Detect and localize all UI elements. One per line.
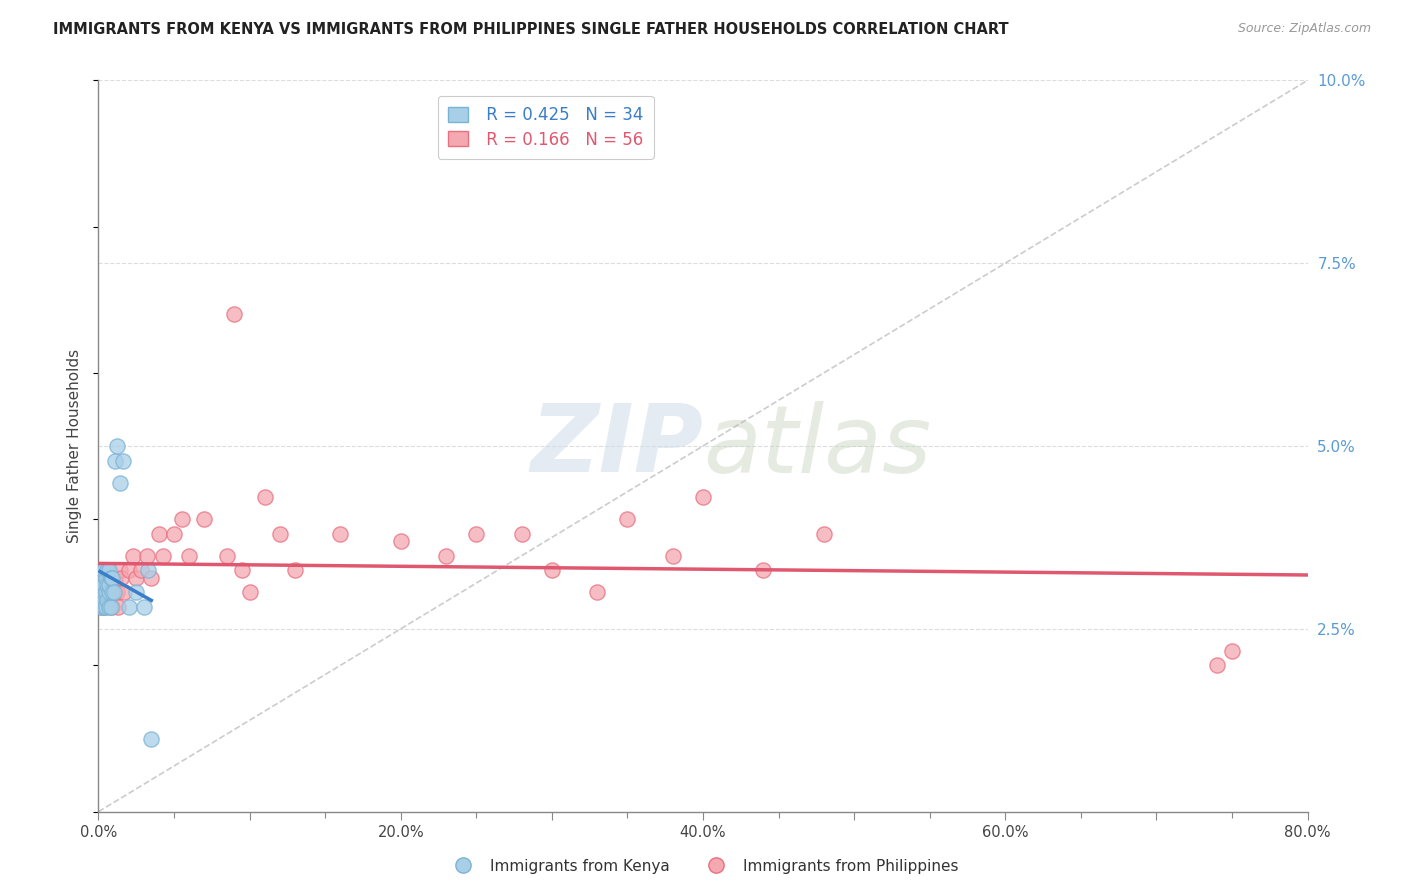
Point <box>96 563 118 577</box>
Point <box>89 585 111 599</box>
Point <box>231 563 253 577</box>
Text: ZIP: ZIP <box>530 400 703 492</box>
Point <box>100 585 122 599</box>
Point <box>100 571 122 585</box>
Point <box>215 549 238 563</box>
Legend:  R = 0.425   N = 34,  R = 0.166   N = 56: R = 0.425 N = 34, R = 0.166 N = 56 <box>437 96 654 159</box>
Point <box>1206 658 1229 673</box>
Point <box>269 526 291 541</box>
Point <box>98 571 121 585</box>
Point <box>108 563 131 577</box>
Point <box>111 453 134 467</box>
Point <box>112 585 135 599</box>
Point <box>93 599 115 614</box>
Point <box>96 563 118 577</box>
Point <box>141 731 163 746</box>
Point <box>152 549 174 563</box>
Point <box>94 571 117 585</box>
Point <box>91 592 114 607</box>
Point <box>752 563 775 577</box>
Point <box>98 585 121 599</box>
Text: atlas: atlas <box>703 401 931 491</box>
Point <box>98 592 121 607</box>
Point <box>163 526 186 541</box>
Point <box>434 549 457 563</box>
Point <box>91 563 114 577</box>
Point <box>132 599 155 614</box>
Point <box>90 599 112 614</box>
Point <box>239 585 262 599</box>
Point <box>101 571 124 585</box>
Point <box>616 512 638 526</box>
Point <box>136 563 159 577</box>
Point <box>98 578 121 592</box>
Point <box>94 592 117 607</box>
Point <box>129 563 152 577</box>
Point <box>465 526 488 541</box>
Point <box>661 549 683 563</box>
Point <box>93 578 115 592</box>
Point <box>148 526 170 541</box>
Point <box>224 307 246 321</box>
Point <box>122 549 145 563</box>
Point <box>193 512 215 526</box>
Point <box>692 490 714 504</box>
Point <box>125 571 148 585</box>
Point <box>98 563 121 577</box>
Point <box>98 599 121 614</box>
Point <box>170 512 193 526</box>
Point <box>91 585 114 599</box>
Point <box>110 571 132 585</box>
Y-axis label: Single Father Households: Single Father Households <box>67 349 83 543</box>
Point <box>253 490 276 504</box>
Point <box>389 534 412 549</box>
Point <box>1220 644 1243 658</box>
Point <box>90 563 112 577</box>
Point <box>135 549 157 563</box>
Point <box>107 599 129 614</box>
Point <box>586 585 609 599</box>
Point <box>510 526 533 541</box>
Text: IMMIGRANTS FROM KENYA VS IMMIGRANTS FROM PHILIPPINES SINGLE FATHER HOUSEHOLDS CO: IMMIGRANTS FROM KENYA VS IMMIGRANTS FROM… <box>53 22 1010 37</box>
Point <box>90 599 112 614</box>
Point <box>93 563 115 577</box>
Point <box>96 578 118 592</box>
Point <box>105 439 128 453</box>
Point <box>105 585 128 599</box>
Point <box>94 599 117 614</box>
Point <box>101 585 124 599</box>
Point <box>91 578 114 592</box>
Point <box>89 585 111 599</box>
Point <box>96 592 118 607</box>
Point <box>94 585 117 599</box>
Point <box>93 578 115 592</box>
Point <box>93 599 115 614</box>
Point <box>329 526 352 541</box>
Point <box>90 571 112 585</box>
Point <box>118 563 141 577</box>
Point <box>118 599 141 614</box>
Point <box>540 563 562 577</box>
Point <box>100 599 122 614</box>
Point <box>104 571 127 585</box>
Point <box>101 599 124 614</box>
Text: Source: ZipAtlas.com: Source: ZipAtlas.com <box>1237 22 1371 36</box>
Point <box>108 475 131 490</box>
Point <box>284 563 307 577</box>
Point <box>104 453 127 467</box>
Point <box>100 571 122 585</box>
Point <box>91 571 114 585</box>
Point <box>96 585 118 599</box>
Point <box>141 571 163 585</box>
Point <box>103 585 125 599</box>
Point <box>125 585 148 599</box>
Legend: Immigrants from Kenya, Immigrants from Philippines: Immigrants from Kenya, Immigrants from P… <box>441 853 965 880</box>
Point <box>94 571 117 585</box>
Point <box>93 585 115 599</box>
Point <box>179 549 201 563</box>
Point <box>103 585 125 599</box>
Point <box>813 526 835 541</box>
